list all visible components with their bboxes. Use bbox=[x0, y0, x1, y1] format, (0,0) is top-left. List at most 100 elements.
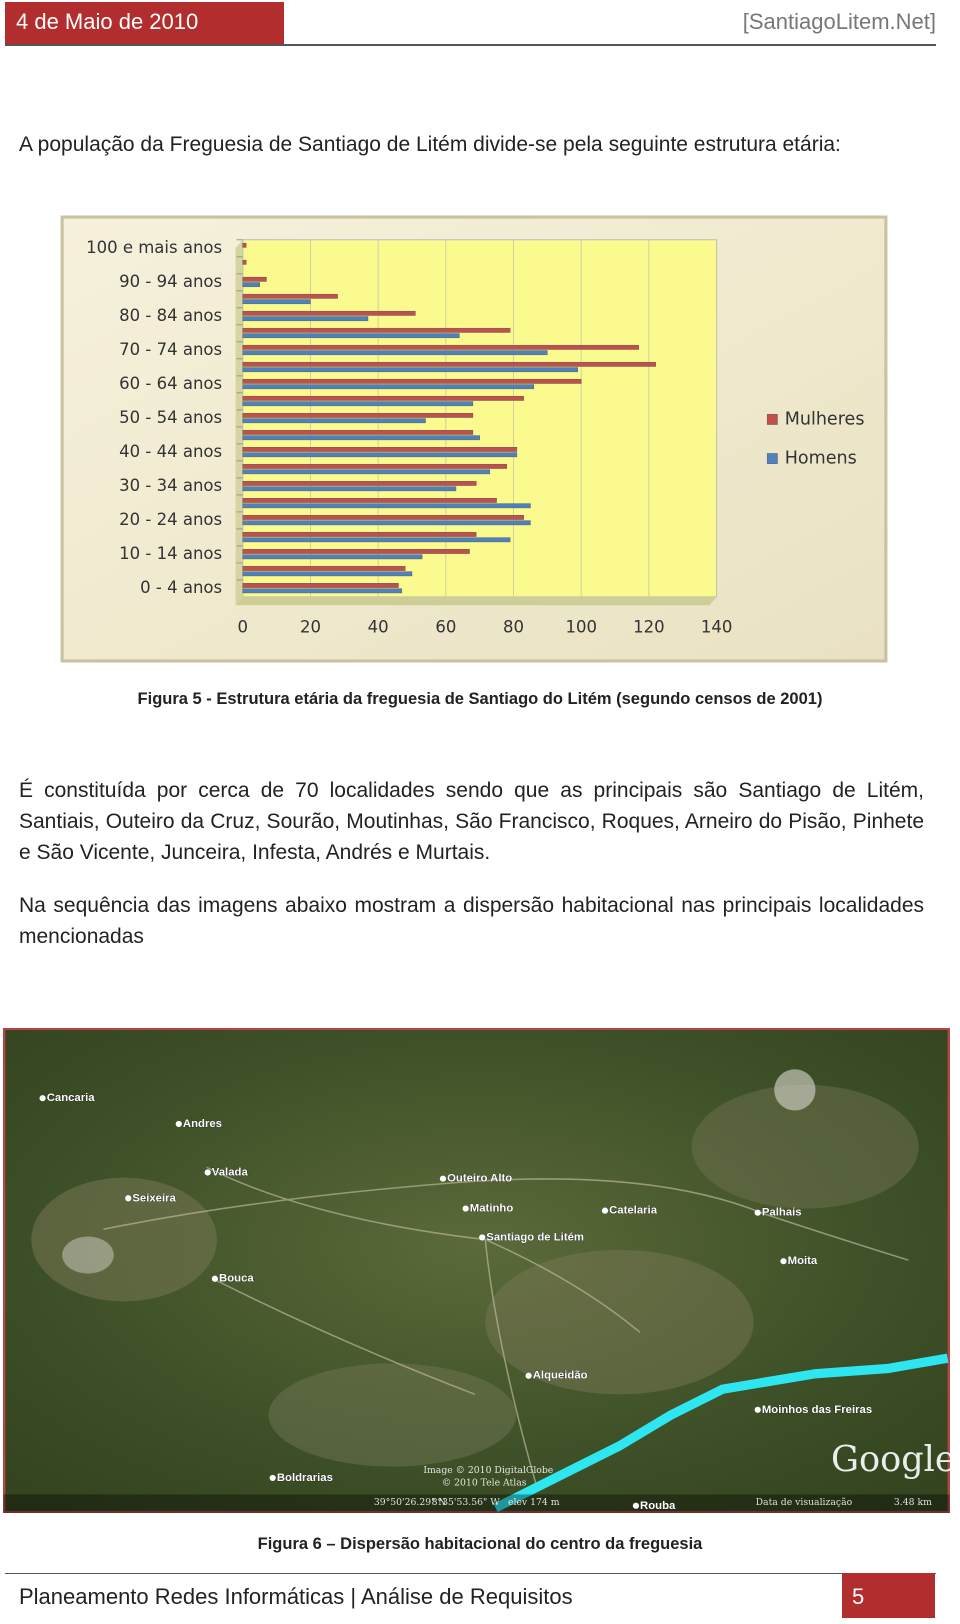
x-tick-label: 60 bbox=[435, 617, 456, 636]
bar bbox=[242, 259, 247, 265]
place-marker bbox=[125, 1195, 132, 1202]
place-label: Seixeira bbox=[132, 1192, 176, 1204]
place-marker bbox=[204, 1169, 211, 1176]
page-number: 5 bbox=[852, 1584, 865, 1609]
header-site: [SantiagoLitem.Net] bbox=[742, 9, 936, 34]
place-label: Valada bbox=[212, 1166, 249, 1178]
footer-title: Planeamento Redes Informáticas | Análise… bbox=[19, 1584, 573, 1609]
bar bbox=[242, 588, 403, 594]
bar bbox=[242, 571, 413, 577]
place-marker bbox=[462, 1205, 469, 1212]
cloud bbox=[774, 1069, 816, 1111]
aerial-map: Cancaria Andres Valada Seixeira Outeiro Alto… bbox=[3, 1028, 950, 1513]
place-marker bbox=[754, 1209, 761, 1216]
map-status-bar bbox=[3, 1494, 950, 1513]
legend-label: Mulheres bbox=[785, 409, 865, 429]
bar bbox=[242, 333, 460, 339]
roads bbox=[103, 1166, 909, 1488]
bar bbox=[242, 498, 497, 503]
place-marker bbox=[479, 1234, 486, 1241]
x-tick-label: 120 bbox=[633, 617, 665, 636]
x-tick-label: 80 bbox=[503, 617, 524, 636]
place-marker bbox=[211, 1275, 219, 1282]
paragraph: A população da Freguesia de Santiago de … bbox=[19, 133, 841, 156]
y-tick-label: 10 - 14 anos bbox=[119, 544, 222, 563]
bar bbox=[242, 566, 406, 571]
place-label: Alqueidão bbox=[533, 1370, 588, 1382]
bar bbox=[242, 481, 477, 486]
bar bbox=[242, 361, 656, 367]
place-label: Palhais bbox=[762, 1207, 802, 1219]
bar bbox=[242, 429, 474, 435]
y-tick-label: 30 - 34 anos bbox=[119, 476, 222, 495]
map-credit: Data de visualização bbox=[756, 1497, 853, 1508]
place-label: Catelaria bbox=[609, 1205, 658, 1217]
figure-caption: Figura 6 – Dispersão habitacional do cen… bbox=[257, 1535, 703, 1553]
legend-swatch bbox=[766, 414, 778, 425]
place-marker bbox=[525, 1372, 532, 1379]
plot-floor bbox=[235, 596, 717, 606]
bar bbox=[242, 276, 267, 282]
bar bbox=[242, 316, 369, 322]
bar bbox=[242, 384, 535, 390]
legend-label: Homens bbox=[785, 449, 857, 469]
bar bbox=[242, 503, 531, 509]
bar bbox=[242, 395, 524, 401]
place-label: Moinhos das Freiras bbox=[762, 1404, 872, 1416]
header-date-box bbox=[5, 2, 284, 44]
x-tick-label: 40 bbox=[368, 617, 389, 636]
place-marker bbox=[632, 1502, 640, 1509]
map-credit: 39°50'26.29" N bbox=[374, 1497, 447, 1508]
map-field bbox=[485, 1249, 754, 1395]
plot-side-wall bbox=[235, 239, 243, 606]
place-label: Santiago de Litém bbox=[486, 1231, 584, 1243]
bar bbox=[242, 299, 311, 305]
bar bbox=[242, 412, 474, 418]
place-marker bbox=[601, 1207, 609, 1214]
bar bbox=[242, 452, 518, 458]
figure-caption: Figura 5 - Estrutura etária da freguesia… bbox=[137, 690, 823, 708]
river bbox=[493, 1353, 949, 1512]
bar bbox=[242, 549, 470, 554]
bar bbox=[242, 469, 491, 475]
y-tick-label: 40 - 44 anos bbox=[119, 442, 222, 461]
map-field bbox=[691, 1084, 919, 1209]
legend-swatch bbox=[766, 453, 778, 464]
place-marker bbox=[39, 1095, 46, 1102]
footer-rule bbox=[5, 1573, 936, 1574]
place-marker bbox=[754, 1406, 761, 1413]
bar bbox=[242, 537, 511, 543]
map-credit: 8°35'53.56" W bbox=[432, 1497, 501, 1508]
bar bbox=[242, 486, 457, 492]
place-label: Bouca bbox=[219, 1273, 254, 1285]
bar bbox=[242, 435, 480, 441]
header-rule bbox=[5, 44, 936, 46]
x-tick-label: 20 bbox=[300, 617, 321, 636]
bar bbox=[242, 310, 416, 316]
bar bbox=[242, 464, 507, 469]
x-tick-label: 0 bbox=[238, 617, 249, 636]
bar bbox=[242, 447, 518, 452]
y-tick-label: 100 e mais anos bbox=[86, 238, 222, 257]
y-tick-label: 20 - 24 anos bbox=[119, 510, 222, 529]
cloud bbox=[62, 1236, 114, 1274]
place-marker bbox=[780, 1258, 787, 1265]
bar bbox=[242, 344, 639, 350]
map-field bbox=[268, 1363, 517, 1467]
bar bbox=[242, 515, 524, 520]
y-tick-label: 50 - 54 anos bbox=[119, 408, 222, 427]
bar bbox=[242, 401, 474, 407]
place-label: Cancaria bbox=[47, 1092, 96, 1104]
place-marker bbox=[439, 1175, 447, 1182]
bar bbox=[242, 282, 260, 288]
place-marker bbox=[175, 1120, 182, 1128]
map-credit: © 2010 Tele Atlas bbox=[442, 1478, 527, 1489]
y-tick-label: 80 - 84 anos bbox=[119, 306, 222, 325]
place-label: Matinho bbox=[470, 1203, 514, 1215]
bar bbox=[242, 532, 477, 537]
y-tick-label: 60 - 64 anos bbox=[119, 374, 222, 393]
map-credit: 3.48 km bbox=[894, 1497, 932, 1508]
x-tick-label: 140 bbox=[701, 617, 733, 636]
place-label: Rouba bbox=[640, 1500, 676, 1512]
